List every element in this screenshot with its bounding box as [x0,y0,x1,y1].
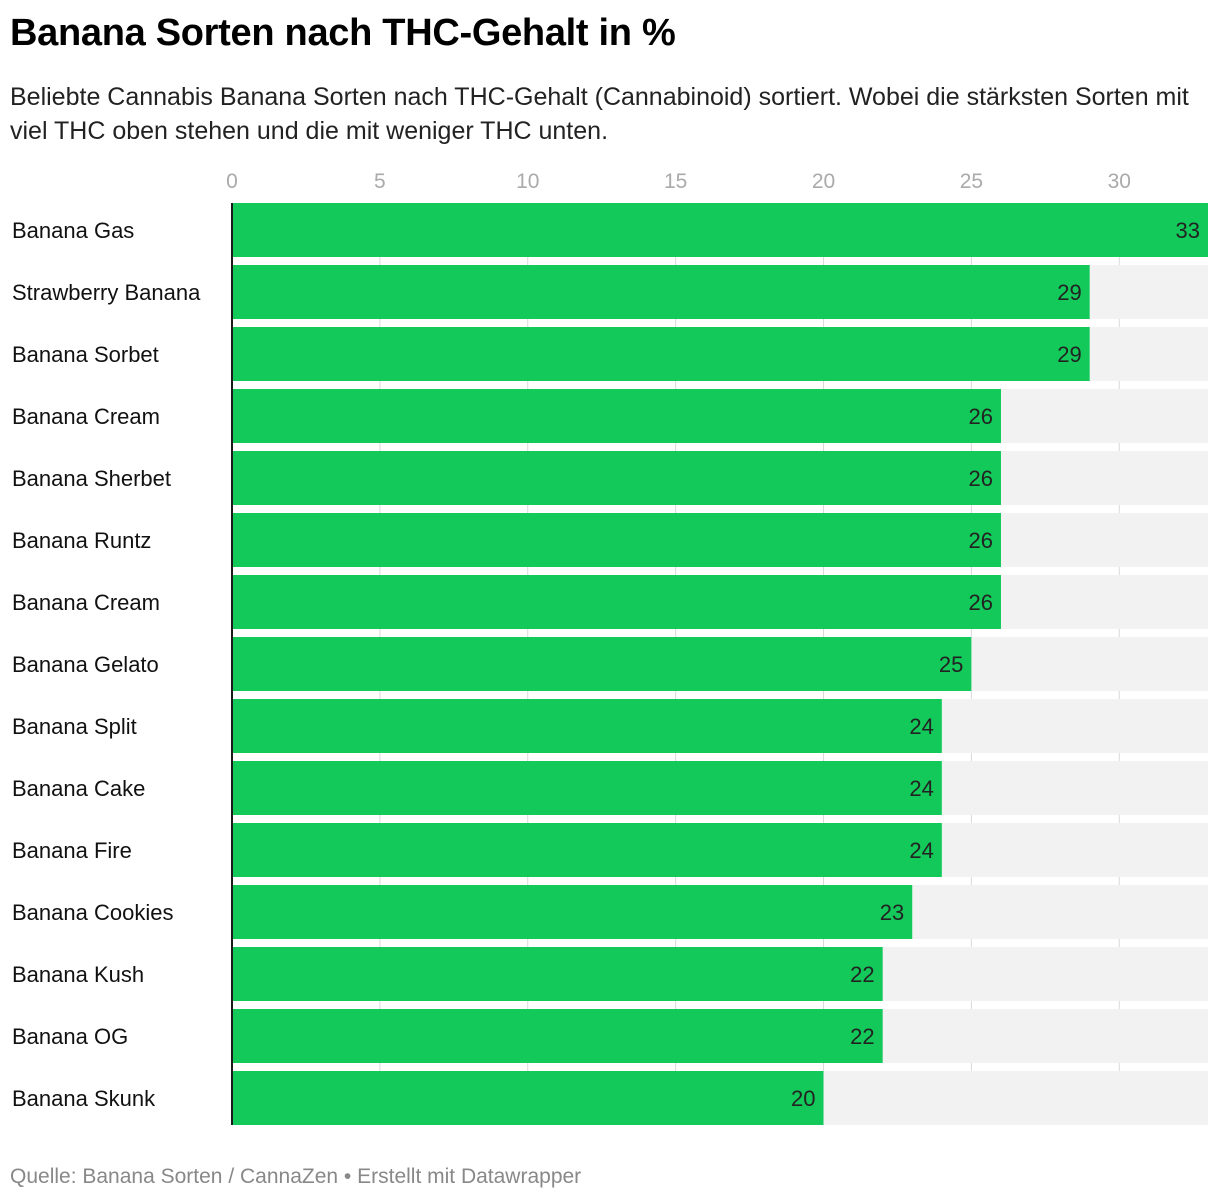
value-label: 26 [968,528,992,553]
value-label: 26 [968,404,992,429]
value-label: 29 [1057,342,1081,367]
bar [232,575,1001,629]
x-tick-label: 25 [960,170,983,193]
bar [232,389,1001,443]
value-label: 24 [909,776,933,801]
bar [232,1009,883,1063]
value-label: 33 [1176,218,1200,243]
bar [232,947,883,1001]
label-layer: Banana Gas 33 Strawberry Banana 29 Banana So… [12,218,1200,1111]
value-label: 22 [850,962,874,987]
category-label: Banana Runtz [12,528,151,553]
bar [232,203,1208,257]
bar [232,637,972,691]
bar [232,761,942,815]
footer-separator: • [343,1165,352,1188]
bar [232,513,1001,567]
x-tick-label: 30 [1108,170,1131,193]
x-tick-label: 15 [664,170,687,193]
category-label: Banana Gas [12,218,134,243]
value-label: 26 [968,590,992,615]
x-tick-label: 0 [226,170,238,193]
category-label: Banana Gelato [12,652,159,677]
value-label: 26 [968,466,992,491]
category-label: Banana Cream [12,404,160,429]
x-tick-label: 5 [374,170,386,193]
chart-title: Banana Sorten nach THC-Gehalt in % [10,12,676,54]
bar [232,327,1090,381]
source-text: Quelle: Banana Sorten / CannaZen [10,1165,339,1188]
bar-layer [232,203,1208,1125]
category-label: Banana Kush [12,962,144,987]
x-tick-label: 10 [516,170,539,193]
category-label: Banana Sherbet [12,466,171,491]
bar [232,451,1001,505]
value-label: 23 [880,900,904,925]
bar [232,885,913,939]
category-label: Banana Sorbet [12,342,159,367]
x-tick-label: 20 [812,170,835,193]
category-label: Banana Cookies [12,900,173,925]
bar [232,699,942,753]
value-label: 25 [939,652,963,677]
category-label: Banana OG [12,1024,128,1049]
value-label: 22 [850,1024,874,1049]
chart-footer: Quelle: Banana Sorten / CannaZen • Erste… [10,1165,581,1189]
category-label: Strawberry Banana [12,280,201,305]
tick-layer: 0 5 10 15 20 25 30 [226,170,1131,193]
credit-text: Erstellt mit Datawrapper [357,1165,582,1188]
category-label: Banana Cake [12,776,145,801]
value-label: 24 [909,838,933,863]
category-label: Banana Fire [12,838,132,863]
category-label: Banana Cream [12,590,160,615]
value-label: 20 [791,1086,815,1111]
chart-subtitle: Beliebte Cannabis Banana Sorten nach THC… [10,83,1189,145]
bar [232,265,1090,319]
category-label: Banana Split [12,714,137,739]
bar [232,823,942,877]
bar [232,1071,824,1125]
value-label: 24 [909,714,933,739]
value-label: 29 [1057,280,1081,305]
category-label: Banana Skunk [12,1086,156,1111]
